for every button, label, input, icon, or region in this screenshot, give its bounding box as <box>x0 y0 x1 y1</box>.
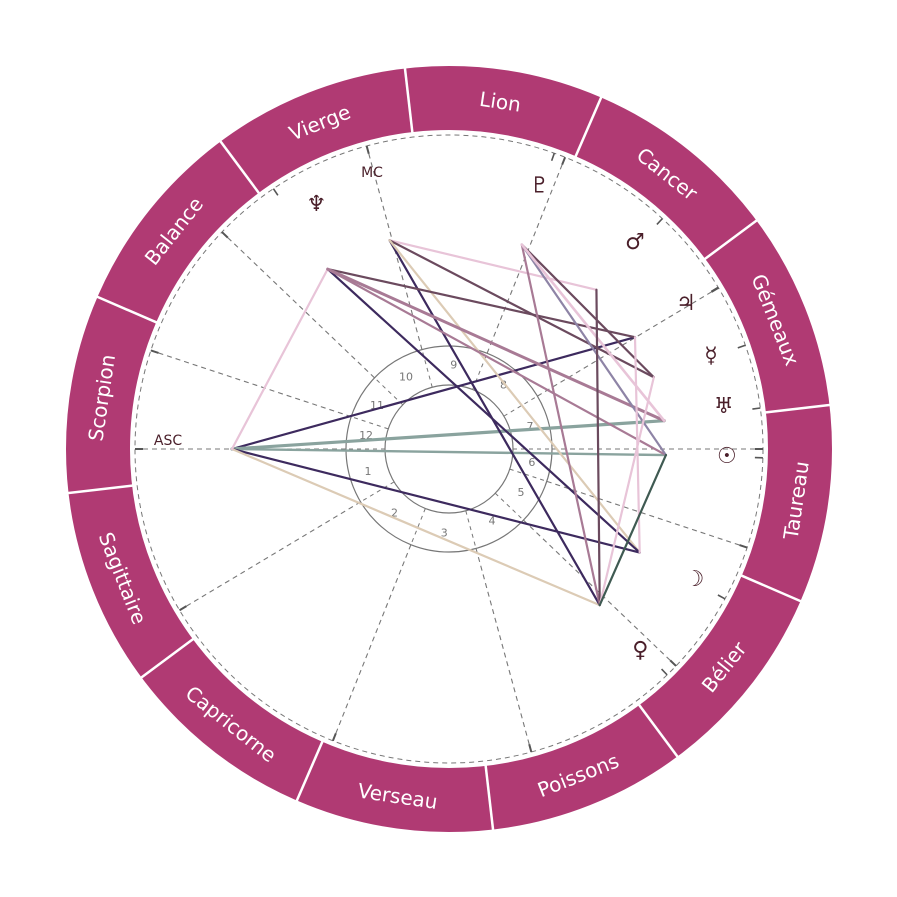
sign-divider <box>764 403 831 414</box>
neptune-icon: ♆ <box>306 192 326 217</box>
house-cusp-line <box>546 480 748 549</box>
sign-divider <box>295 740 324 802</box>
house-cusp-inner <box>465 510 477 549</box>
sign-divider <box>484 764 495 831</box>
house-cusp-inner <box>374 377 404 406</box>
aspect-line-pluto-venus <box>520 243 601 607</box>
house-inner-circle <box>384 384 514 514</box>
aspect-line-neptune-sun <box>326 267 668 457</box>
aspect-line-asc-moon <box>230 447 641 554</box>
planet-tick <box>272 188 279 196</box>
cusp-tick <box>179 605 187 612</box>
venus-icon: ♀ <box>632 638 648 663</box>
aspect-line-asc-sun <box>230 447 668 457</box>
aspect-line-pluto-uranus <box>520 243 666 422</box>
house-number: 4 <box>488 515 495 528</box>
cusp-tick <box>221 231 229 239</box>
planet-tick <box>710 286 719 293</box>
house-number: 6 <box>528 456 535 469</box>
cusp-tick <box>528 744 533 753</box>
zodiac-ring: TaureauGémeauxCancerLionViergeBalanceSco… <box>66 66 832 832</box>
aspect-line-mc-mars <box>388 239 598 291</box>
house-number: 5 <box>518 486 525 499</box>
house-number: 9 <box>450 359 457 372</box>
aspect-line-pluto-mercury <box>520 243 655 379</box>
house-cusp-line <box>475 548 532 753</box>
house-cusp-inner <box>351 416 389 430</box>
aspect-line-neptune-jupiter <box>326 267 637 339</box>
aspect-line-asc-neptune <box>230 267 329 451</box>
sign-divider <box>740 574 802 603</box>
house-cusp-line <box>486 157 566 354</box>
sign-divider <box>637 703 679 759</box>
house-cusp-inner <box>494 492 524 521</box>
house-cusp-line <box>221 231 375 379</box>
sign-divider <box>139 637 195 679</box>
house-cusp-inner <box>360 481 395 503</box>
uranus-icon: ♅ <box>714 394 734 419</box>
planet-tick <box>737 344 746 349</box>
sign-divider <box>403 67 414 134</box>
mc-label: MC <box>361 165 383 181</box>
house-cusp-line <box>179 501 361 611</box>
zodiac-band <box>66 66 832 832</box>
cusp-tick <box>669 659 677 667</box>
aspect-line-asc-uranus <box>230 419 666 451</box>
house-cusp-line <box>150 349 352 418</box>
cusp-tick <box>331 732 337 742</box>
house-number: 3 <box>441 526 448 539</box>
mercury-icon: ☿ <box>704 344 718 369</box>
aspect-line-asc-venus <box>230 447 601 607</box>
house-number: 1 <box>365 465 372 478</box>
planet-tick <box>550 152 556 161</box>
aspect-line-mars-venus <box>595 288 601 607</box>
aspect-line-neptune-uranus <box>326 267 666 423</box>
planet-tick <box>717 594 726 600</box>
aspect-line-neptune-moon <box>326 267 641 554</box>
cusp-tick <box>739 544 748 549</box>
aspect-line-sun-venus <box>598 453 668 607</box>
moon-icon: ☽ <box>685 567 705 592</box>
house-cusp-inner <box>509 468 547 482</box>
asc-label: ASC <box>154 433 182 449</box>
cusp-tick <box>365 145 370 154</box>
house-number: 8 <box>500 379 507 392</box>
jupiter-icon: ♃ <box>676 291 696 316</box>
angle-labels: ASC MC <box>154 165 383 449</box>
aspect-line-asc-jupiter <box>230 336 637 451</box>
house-number: 7 <box>526 420 533 433</box>
sign-divider <box>219 139 261 195</box>
planet-glyphs: ♆ ♇ ♂ ♃ ☿ ♅ ☉ ☽ ♀ <box>306 174 736 664</box>
house-cusp-inner <box>410 508 426 545</box>
aspect-line-mc-venus <box>388 239 601 607</box>
house-number: 10 <box>399 370 413 383</box>
house-cusp-inner <box>503 395 538 417</box>
cusp-tick <box>561 156 567 166</box>
house-cusp-line <box>523 519 677 667</box>
sun-icon: ☉ <box>717 444 737 469</box>
house-number: 2 <box>391 506 398 519</box>
sign-divider <box>703 219 759 261</box>
planet-tick <box>752 407 761 410</box>
house-cusp-line <box>537 287 719 397</box>
pluto-icon: ♇ <box>530 174 550 199</box>
aspect-line-pluto-sun <box>520 243 668 457</box>
aspect-lines <box>230 239 668 607</box>
sign-divider <box>67 484 134 495</box>
aspect-line-mercury-venus <box>598 376 655 607</box>
sign-divider <box>96 295 158 324</box>
house-cusp-lines <box>134 134 764 764</box>
mars-icon: ♂ <box>625 230 645 255</box>
house-cusp-line <box>332 544 412 741</box>
planet-tick <box>660 668 668 676</box>
sign-divider <box>574 96 603 158</box>
planet-tick <box>656 218 663 226</box>
cusp-tick <box>150 349 159 354</box>
house-outer-circle <box>345 345 553 553</box>
house-cusp-line <box>366 145 423 350</box>
